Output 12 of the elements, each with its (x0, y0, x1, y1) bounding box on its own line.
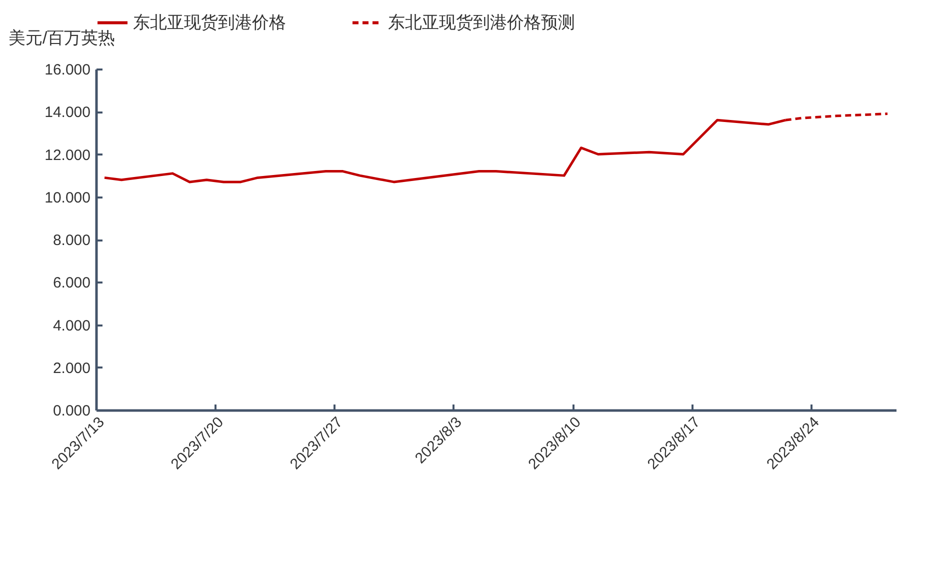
legend-label: 东北亚现货到港价格 (133, 12, 286, 32)
y-tick-label: 6.000 (52, 274, 90, 292)
y-tick-label: 10.000 (44, 189, 90, 206)
y-axis-title: 美元/百万英热 (8, 28, 116, 48)
y-tick-label: 14.000 (44, 104, 90, 122)
y-tick-label: 4.000 (52, 317, 90, 334)
y-tick-label: 0.000 (52, 402, 90, 420)
y-tick-label: 2.000 (52, 360, 90, 377)
y-tick-label: 16.000 (44, 62, 90, 78)
y-tick-label: 12.000 (44, 146, 90, 164)
legend-label: 东北亚现货到港价格预测 (388, 12, 575, 32)
y-tick-label: 8.000 (52, 232, 90, 249)
